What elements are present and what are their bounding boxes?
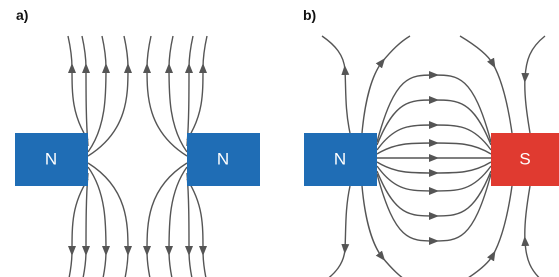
magnet-label: N [217, 149, 229, 168]
magnet-label: N [45, 149, 57, 168]
field-line [88, 163, 128, 277]
magnet-label: N [334, 149, 346, 168]
field-line [460, 186, 512, 277]
field-line [88, 36, 128, 156]
field-line [322, 186, 350, 277]
field-line [322, 36, 350, 133]
field-line [187, 36, 193, 146]
field-line [377, 143, 491, 154]
field-line [169, 36, 187, 152]
panel-label: b) [303, 7, 316, 23]
field-line [147, 163, 187, 277]
field-line [82, 36, 88, 146]
field-line [169, 167, 187, 277]
field-line [460, 36, 512, 133]
field-line [88, 167, 106, 277]
field-line [525, 36, 545, 133]
field-line [88, 36, 106, 152]
magnet-label: S [519, 149, 530, 168]
field-line [377, 171, 491, 216]
field-line [525, 186, 545, 277]
field-line [147, 36, 187, 156]
diagram: N N N S a) b) [0, 0, 559, 277]
field-line [377, 100, 491, 145]
field-line [377, 162, 491, 173]
panel-label: a) [16, 7, 28, 23]
